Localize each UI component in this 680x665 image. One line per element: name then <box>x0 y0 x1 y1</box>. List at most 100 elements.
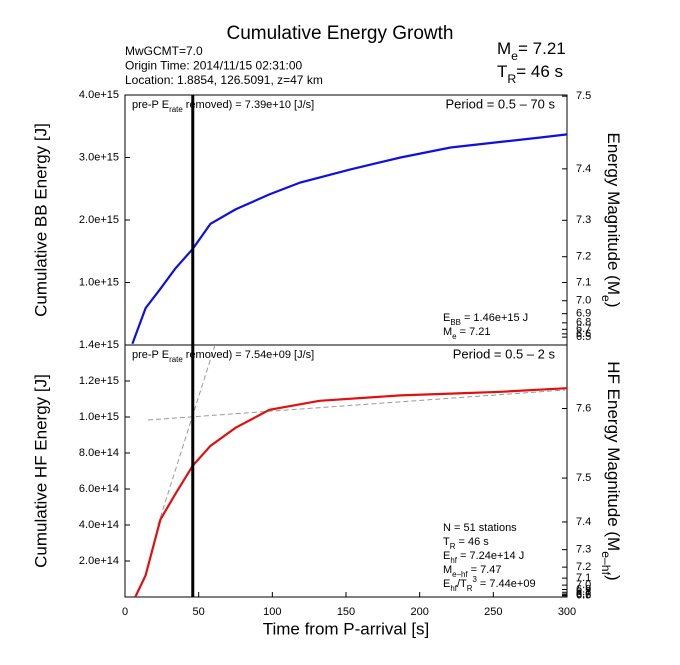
y2-tick-label: 7.5 <box>576 90 591 102</box>
pre-p-note-sub: rate <box>169 105 183 114</box>
y-tick-label: 1.0e+15 <box>79 276 119 288</box>
x-tick-label: 200 <box>410 606 428 618</box>
y2-axis-label: Energy Magnitude (Me) <box>599 132 623 307</box>
stat-line-part: = 7.47 <box>468 564 502 576</box>
y-tick-label: 4.0e+15 <box>79 89 119 101</box>
stat-line-part: M <box>443 564 452 576</box>
stat-line-part: E <box>443 550 450 562</box>
x-axis-label: Time from P-arrival [s] <box>263 619 430 638</box>
stat-line-sub: R <box>467 584 473 593</box>
me-label: Me= 7.21 <box>497 39 566 63</box>
pre-p-note-part: pre-P E <box>132 99 169 111</box>
y-tick-label: 6.0e+14 <box>79 483 119 495</box>
y2-tick-label: 7.0 <box>576 295 591 307</box>
y-tick-label: 1.2e+15 <box>79 375 119 387</box>
pre-p-note-part: pre-P E <box>132 349 169 361</box>
stat-line-part: = 7.44e+09 <box>477 578 536 590</box>
y2-axis-label-part: ) <box>604 302 623 308</box>
period-label: Period = 0.5 – 2 s <box>453 346 556 361</box>
y-tick-label: 8.0e+14 <box>79 447 119 459</box>
y2-tick-label: 6.6 <box>576 328 591 340</box>
tr-label-sub: R <box>507 72 516 86</box>
stat-line-part: E <box>443 578 450 590</box>
y2-tick-label: 7.1 <box>576 276 591 288</box>
y2-tick-label: 7.3 <box>576 214 591 226</box>
y-tick-label: 2.0e+15 <box>79 214 119 226</box>
x-tick-label: 300 <box>558 606 576 618</box>
me-label-part: M <box>497 39 511 58</box>
y2-axis-label-part: Energy Magnitude (M <box>604 132 623 295</box>
y-tick-label: 3.0e+15 <box>79 151 119 163</box>
y2-tick-label: 7.6 <box>576 402 591 414</box>
y2-axis-label-sub: e–hf <box>599 551 613 575</box>
stat-line-sub: R <box>450 542 456 551</box>
y2-tick-label: 7.2 <box>576 561 591 573</box>
y2-tick-label: 6.5 <box>576 590 591 602</box>
y-tick-label: 4.0e+14 <box>79 519 119 531</box>
stat-line-part: = 1.46e+15 J <box>461 312 528 324</box>
y2-tick-label: 6.5 <box>576 331 591 343</box>
stat-line: Ehf = 7.24e+14 J <box>443 550 524 565</box>
series-line <box>134 387 568 598</box>
stat-line: EBB = 1.46e+15 J <box>443 312 528 327</box>
y2-axis-label-sub: e <box>599 295 613 302</box>
stat-line-sub: hf <box>450 556 457 565</box>
event-info: Origin Time: 2014/11/15 02:31:00 <box>125 59 303 73</box>
x-tick-label: 50 <box>193 606 205 618</box>
chart-title: Cumulative Energy Growth <box>226 23 453 44</box>
stat-line-part: M <box>443 326 452 338</box>
x-tick-label: 150 <box>337 606 355 618</box>
stat-line-part: T <box>443 536 450 548</box>
stat-line-sub: BB <box>450 318 461 327</box>
y2-axis-label: HF Energy Magnitude (Me–hf) <box>599 361 623 580</box>
y2-tick-label: 6.9 <box>576 583 591 595</box>
y2-tick-label: 6.8 <box>576 317 591 329</box>
x-tick-label: 0 <box>122 606 128 618</box>
tr-label-part: T <box>497 62 507 81</box>
y2-tick-label: 6.7 <box>576 588 591 600</box>
stat-line: Ehf/TR3 = 7.44e+09 <box>443 575 536 593</box>
y2-tick-label: 6.9 <box>576 308 591 320</box>
stat-line-part: N = 51 stations <box>443 522 517 534</box>
tr-label: TR= 46 s <box>497 62 563 86</box>
pre-p-note: pre-P Erate removed) = 7.39e+10 [J/s] <box>132 99 314 114</box>
event-info: Location: 1.8854, 126.5091, z=47 km <box>125 73 323 87</box>
fit-line <box>147 389 566 421</box>
series-line <box>131 133 568 345</box>
me-label-part: = 7.21 <box>518 39 566 58</box>
event-info: MwGCMT=7.0 <box>125 44 203 58</box>
x-tick-label: 250 <box>484 606 502 618</box>
y2-axis-label-part: ) <box>604 575 623 581</box>
y-axis-label: Cumulative HF Energy [J] <box>31 374 50 568</box>
stat-line-part: /T <box>457 578 467 590</box>
pre-p-note: pre-P Erate removed) = 7.54e+09 [J/s] <box>132 349 314 364</box>
tr-label-part: = 46 s <box>516 62 563 81</box>
y-tick-label: 2.0e+14 <box>79 555 119 567</box>
stat-line: Me–hf = 7.47 <box>443 564 502 579</box>
y-tick-label: 1.0e+15 <box>79 411 119 423</box>
pre-p-note-part: removed) = 7.54e+09 [J/s] <box>183 349 314 361</box>
stat-line-sub: e <box>452 332 457 341</box>
stat-line: TR = 46 s <box>443 536 489 551</box>
y2-tick-label: 7.4 <box>576 163 591 175</box>
stat-line: Me = 7.21 <box>443 326 491 341</box>
stat-line-part: = 7.21 <box>457 326 491 338</box>
y2-tick-label: 6.6 <box>576 589 591 601</box>
pre-p-note-sub: rate <box>169 355 183 364</box>
y2-tick-label: 7.4 <box>576 516 591 528</box>
y2-tick-label: 6.7 <box>576 323 591 335</box>
y2-tick-label: 7.5 <box>576 472 591 484</box>
stat-line-sub: e–hf <box>452 570 468 579</box>
pre-p-note-part: removed) = 7.39e+10 [J/s] <box>183 99 314 111</box>
stat-line-part: E <box>443 312 450 324</box>
y2-axis-label-part: HF Energy Magnitude (M <box>604 361 623 551</box>
y2-tick-label: 7.0 <box>576 579 591 591</box>
stat-line-sub: hf <box>450 584 457 593</box>
period-label: Period = 0.5 – 70 s <box>446 96 556 111</box>
fit-line <box>157 344 216 526</box>
y2-tick-label: 7.1 <box>576 572 591 584</box>
stat-line-super: 3 <box>472 575 477 584</box>
stat-line-part: = 7.24e+14 J <box>457 550 524 562</box>
y2-tick-label: 7.3 <box>576 544 591 556</box>
